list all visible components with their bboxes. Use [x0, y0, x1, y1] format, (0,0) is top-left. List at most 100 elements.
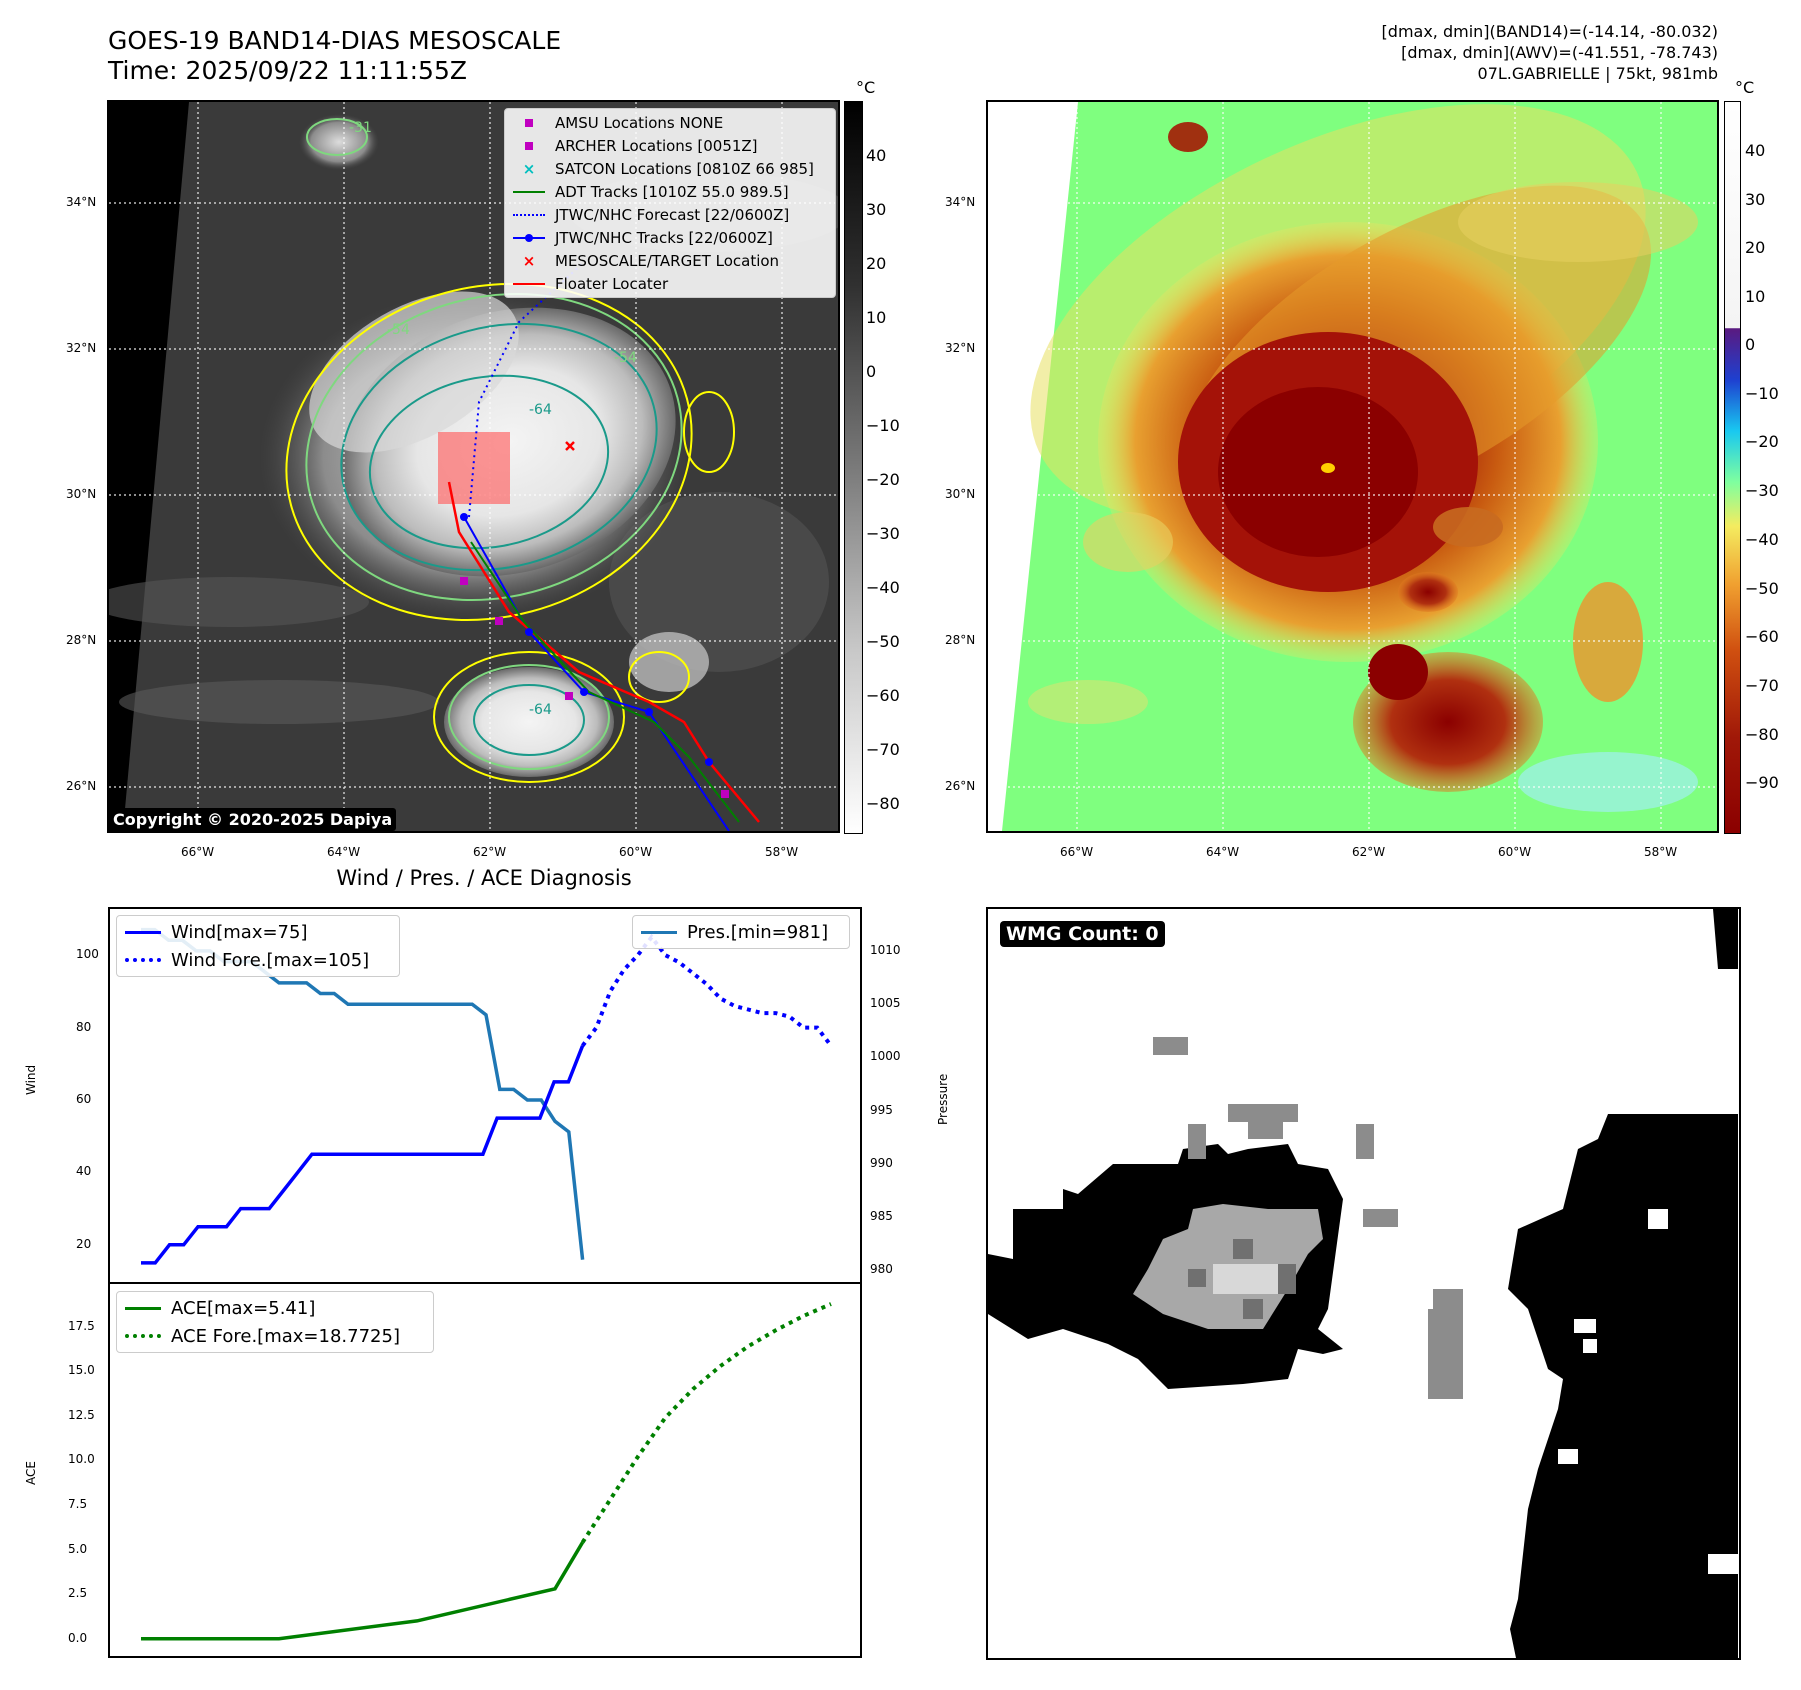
ace-tick-label: 2.5	[68, 1586, 88, 1601]
ace-tick-label: 10.0	[68, 1452, 95, 1467]
ace-tick-label: 15.0	[68, 1363, 95, 1378]
lon-label: 66°W	[181, 845, 215, 859]
lon-label: 58°W	[765, 845, 799, 859]
contour-label: -64	[529, 702, 552, 718]
legend-item-tracks: JTWC/NHC Tracks [22/0600Z]	[505, 226, 835, 249]
colorbar-tick-label: −20	[866, 470, 900, 489]
pressure-tick-label: 990	[870, 1155, 893, 1170]
wind-tick-label: 20	[76, 1236, 92, 1251]
wmg-count-badge: WMG Count: 0	[1000, 921, 1165, 947]
contour-label: -64	[529, 402, 552, 418]
wind-tick-label: 40	[76, 1164, 92, 1179]
ace-forecast-line	[580, 1302, 832, 1544]
colorbar-tick-label: −10	[866, 416, 900, 435]
info-line1: [dmax, dmin](BAND14)=(-14.14, -80.032)	[1381, 22, 1718, 41]
diagnosis-svg	[108, 907, 862, 1658]
legend-item-floater: Floater Locater	[505, 272, 835, 295]
colorbar-tick-label: −30	[1745, 481, 1779, 501]
colorbar-tick-label: 20	[866, 254, 887, 273]
pressure-legend: Pres.[min=981]	[632, 915, 850, 949]
wind-axis-label: Wind	[24, 1064, 38, 1095]
pressure-line	[141, 927, 585, 1260]
lat-label: 30°N	[945, 487, 976, 501]
colorbar-tick-label: −40	[1745, 529, 1779, 549]
colorbar-tick-label: −80	[1745, 724, 1779, 744]
pressure-tick-label: 1010	[870, 942, 901, 957]
lat-label: 30°N	[66, 487, 97, 501]
ace-tick-label: 17.5	[68, 1318, 95, 1333]
pressure-axis-label: Pressure	[936, 1073, 950, 1125]
legend-wind: Wind[max=75]	[117, 918, 399, 946]
colorbar-tick-label: 30	[866, 200, 887, 219]
map-legend: AMSU Locations NONE ARCHER Locations [00…	[504, 108, 836, 298]
colorbar-grayscale	[844, 101, 863, 834]
lat-label: 26°N	[66, 779, 97, 793]
ir-grayscale-map: -64 -54 -54 -31 -64 AMSU Locations NONE …	[107, 100, 840, 833]
colorbar-tick-label: −90	[1745, 773, 1779, 793]
lat-label: 32°N	[66, 341, 97, 355]
colorbar-tick-label: −30	[866, 524, 900, 543]
pressure-tick-label: 985	[870, 1209, 893, 1224]
colorbar-tick-label: −40	[866, 578, 900, 597]
colorbar-tick-label: 20	[1745, 238, 1766, 257]
wind-tick-label: 80	[76, 1019, 92, 1034]
lon-label: 66°W	[1060, 845, 1094, 859]
lon-label: 64°W	[327, 845, 361, 859]
colorbar-tick-label: −20	[1745, 432, 1779, 452]
colorbar-tick-label: −60	[866, 686, 900, 705]
ace-axis-label: ACE	[24, 1461, 38, 1485]
wmg-panel: WMG Count: 0	[986, 907, 1741, 1660]
legend-item-forecast: JTWC/NHC Forecast [22/0600Z]	[505, 203, 835, 226]
legend-item-target: × MESOSCALE/TARGET Location	[522, 251, 780, 270]
lon-label: 58°W	[1644, 845, 1678, 859]
pressure-tick-label: 1000	[870, 1049, 901, 1064]
colorbar-unit: °C	[856, 78, 876, 97]
ace-tick-label: 12.5	[68, 1407, 95, 1422]
legend-item-amsu: AMSU Locations NONE	[505, 111, 835, 134]
ace-tick-label: 5.0	[68, 1541, 88, 1556]
colorbar-awv	[1724, 101, 1741, 834]
lat-label: 26°N	[945, 779, 976, 793]
chart-title-line2: Time: 2025/09/22 11:11:55Z	[108, 56, 467, 85]
pressure-tick-label: 1005	[870, 996, 901, 1011]
ace-line	[141, 1541, 585, 1641]
colorbar-unit: °C	[1735, 78, 1755, 97]
lat-label: 34°N	[945, 195, 976, 209]
lat-label: 32°N	[945, 341, 976, 355]
legend-item-archer: ARCHER Locations [0051Z]	[505, 134, 835, 157]
colorbar-tick-label: 40	[866, 146, 887, 165]
colorbar-tick-label: 40	[1745, 141, 1766, 160]
copyright-badge: Copyright © 2020-2025 Dapiya	[109, 808, 397, 831]
wind-tick-label: 60	[76, 1092, 92, 1106]
lon-label: 62°W	[1352, 845, 1386, 859]
colorbar-tick-label: 10	[1745, 286, 1766, 306]
lat-label: 28°N	[66, 633, 97, 647]
lon-label: 64°W	[1206, 845, 1240, 859]
colorbar-tick-label: −70	[1745, 675, 1779, 695]
legend-ace: ACE[max=5.41]	[117, 1294, 433, 1322]
colorbar-tick-label: −60	[1745, 627, 1779, 647]
info-line2: [dmax, dmin](AWV)=(-41.551, -78.743)	[1401, 43, 1718, 62]
wind-legend: Wind[max=75] Wind Fore.[max=105]	[116, 915, 400, 977]
legend-item-satcon: × SATCON Locations [0810Z 66 985]	[522, 159, 814, 178]
ace-frame	[108, 1282, 862, 1658]
colorbar-tick-label: 0	[1745, 335, 1756, 354]
lon-label: 60°W	[619, 845, 653, 859]
colorbar-tick-label: −80	[866, 794, 900, 813]
awv-color-map	[986, 100, 1719, 833]
diagnosis-title: Wind / Pres. / ACE Diagnosis	[336, 866, 632, 890]
lon-label: 62°W	[473, 845, 507, 859]
contour-label: -54	[614, 350, 637, 366]
lat-label: 28°N	[945, 633, 976, 647]
ace-tick-label: 7.5	[68, 1496, 88, 1511]
ace-legend: ACE[max=5.41] ACE Fore.[max=18.7725]	[116, 1291, 434, 1353]
contour-label: -54	[387, 322, 410, 338]
colorbar-tick-label: 10	[866, 308, 887, 327]
wind-tick-label: 100	[76, 947, 99, 962]
wind-forecast-line	[581, 933, 833, 1047]
ace-tick-label: 0.0	[68, 1630, 88, 1645]
chart-title-line1: GOES-19 BAND14-DIAS MESOSCALE	[108, 26, 562, 55]
diagnosis-panel	[108, 907, 862, 1659]
contour-label: -31	[349, 120, 372, 136]
legend-wind-forecast: Wind Fore.[max=105]	[117, 946, 399, 974]
